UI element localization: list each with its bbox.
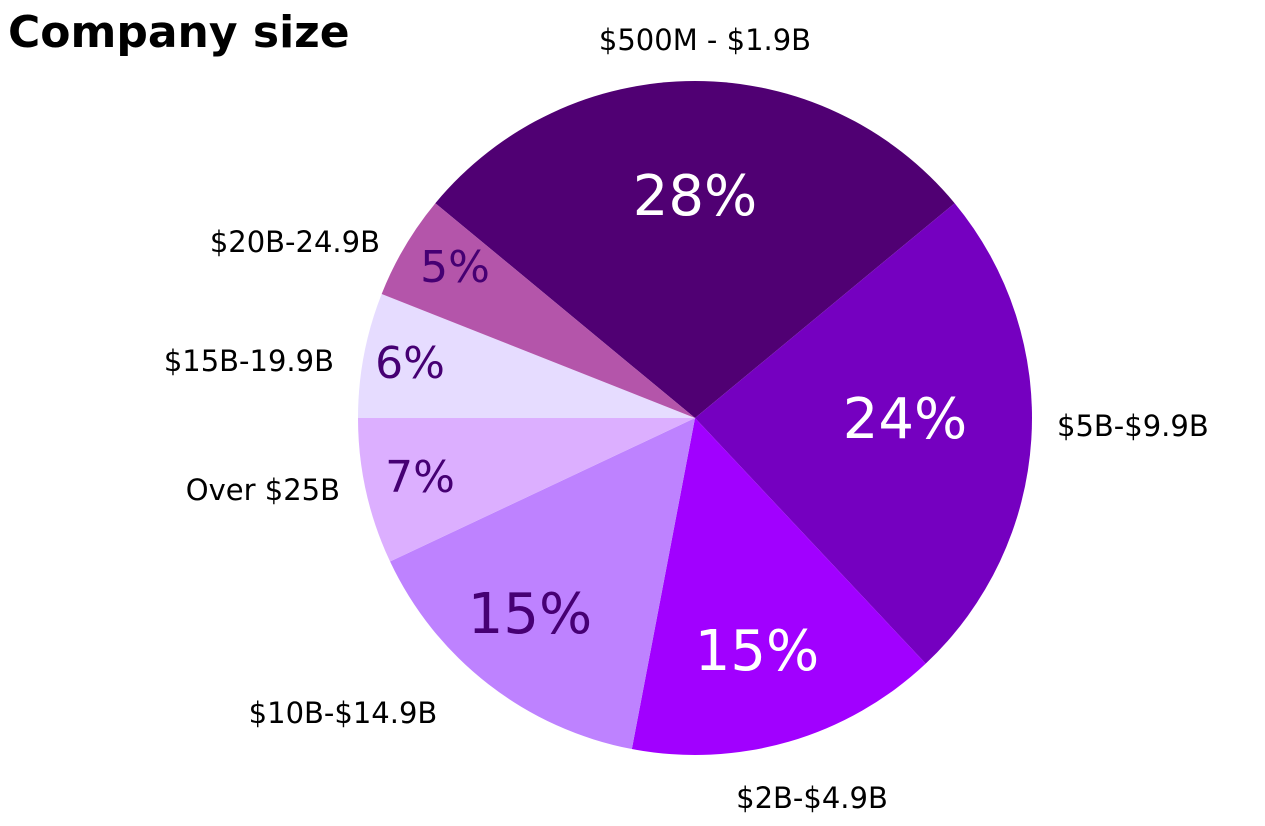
value-label: 7% [385,452,455,503]
chart-title: Company size [8,7,350,58]
category-label: $15B-19.9B [164,344,334,378]
pie-slice [358,293,695,418]
value-label: 24% [843,387,967,452]
category-label: Over $25B [186,473,340,507]
category-label: $10B-$14.9B [249,696,438,730]
category-label: $500M - $1.9B [599,23,811,57]
value-label: 5% [420,242,490,293]
pie-slice [631,418,926,756]
category-label: $20B-24.9B [210,225,380,259]
value-label: 6% [375,338,445,389]
pie-slice [381,203,695,418]
value-label: 15% [468,582,592,647]
pie-slice [695,203,1032,664]
pie-slice [435,81,955,419]
value-label: 15% [695,619,819,684]
category-label: $5B-$9.9B [1057,409,1209,443]
value-label: 28% [633,164,757,229]
category-label: $2B-$4.9B [736,781,888,815]
pie-slice [358,418,695,562]
pie-slice [390,418,695,750]
